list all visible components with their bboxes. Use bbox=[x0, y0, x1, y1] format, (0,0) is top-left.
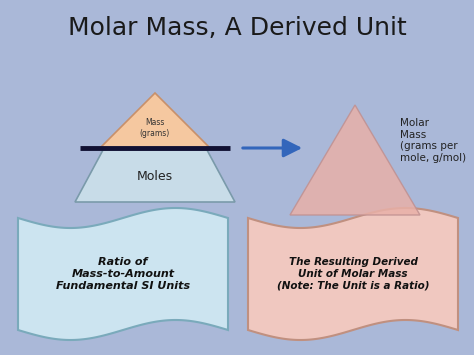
Text: Ratio of
Mass-to-Amount
Fundamental SI Units: Ratio of Mass-to-Amount Fundamental SI U… bbox=[56, 257, 190, 291]
Text: Molar
Mass
(grams per
mole, g/mol): Molar Mass (grams per mole, g/mol) bbox=[400, 118, 466, 163]
Polygon shape bbox=[290, 105, 420, 215]
Text: Molar Mass, A Derived Unit: Molar Mass, A Derived Unit bbox=[68, 16, 406, 40]
Polygon shape bbox=[248, 208, 458, 340]
Text: The Resulting Derived
Unit of Molar Mass
(Note: The Unit is a Ratio): The Resulting Derived Unit of Molar Mass… bbox=[277, 257, 429, 291]
Polygon shape bbox=[75, 150, 235, 202]
Text: Moles: Moles bbox=[137, 169, 173, 182]
Polygon shape bbox=[100, 93, 210, 148]
Text: Mass
(grams): Mass (grams) bbox=[140, 118, 170, 138]
Polygon shape bbox=[18, 208, 228, 340]
